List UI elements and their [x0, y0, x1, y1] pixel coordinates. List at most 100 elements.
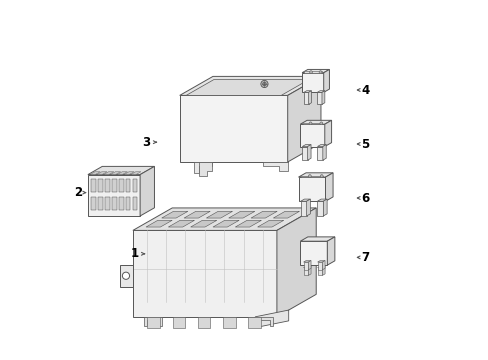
Polygon shape [300, 124, 324, 147]
Polygon shape [302, 69, 329, 73]
Circle shape [260, 80, 267, 87]
FancyArrowPatch shape [357, 143, 359, 145]
Polygon shape [317, 199, 326, 201]
Polygon shape [179, 76, 320, 95]
Polygon shape [133, 230, 276, 317]
Bar [247, 317, 260, 328]
Polygon shape [300, 199, 310, 201]
Polygon shape [322, 145, 325, 160]
Bar [119, 197, 123, 210]
Bar [147, 317, 160, 328]
Polygon shape [90, 172, 100, 175]
Polygon shape [212, 220, 239, 227]
Polygon shape [120, 265, 133, 287]
Polygon shape [303, 93, 308, 104]
Text: 2: 2 [74, 186, 82, 199]
Polygon shape [304, 71, 321, 73]
Bar [132, 197, 137, 210]
Polygon shape [287, 76, 320, 162]
Polygon shape [140, 166, 154, 216]
Circle shape [308, 122, 311, 125]
Circle shape [320, 175, 323, 177]
Polygon shape [302, 123, 322, 124]
Polygon shape [302, 145, 310, 147]
Bar [91, 197, 96, 210]
Polygon shape [143, 317, 162, 326]
Polygon shape [307, 145, 310, 160]
Bar [91, 179, 96, 192]
Polygon shape [317, 266, 325, 268]
Polygon shape [228, 211, 254, 218]
Polygon shape [317, 201, 323, 216]
Bar [119, 179, 123, 192]
Polygon shape [88, 166, 154, 175]
Polygon shape [88, 175, 140, 216]
FancyArrowPatch shape [82, 191, 85, 194]
Polygon shape [97, 172, 107, 175]
Polygon shape [303, 268, 308, 275]
Circle shape [319, 122, 322, 125]
Bar [125, 179, 130, 192]
Polygon shape [123, 172, 134, 175]
Polygon shape [300, 237, 334, 241]
Polygon shape [110, 172, 121, 175]
Polygon shape [317, 268, 322, 275]
Polygon shape [199, 162, 212, 176]
Polygon shape [323, 199, 326, 216]
Text: 4: 4 [360, 84, 368, 96]
Polygon shape [300, 120, 331, 124]
Polygon shape [276, 208, 316, 317]
Polygon shape [308, 266, 310, 275]
Circle shape [319, 71, 321, 73]
Polygon shape [306, 199, 310, 216]
Polygon shape [162, 211, 187, 218]
Circle shape [308, 175, 311, 177]
Polygon shape [301, 176, 322, 177]
Polygon shape [257, 220, 283, 227]
Circle shape [309, 71, 312, 73]
Bar [112, 179, 117, 192]
Polygon shape [303, 91, 311, 93]
Polygon shape [186, 80, 308, 95]
Polygon shape [308, 91, 311, 104]
Polygon shape [255, 317, 273, 326]
Bar [197, 317, 210, 328]
Polygon shape [303, 266, 310, 268]
Polygon shape [168, 220, 194, 227]
FancyArrowPatch shape [357, 89, 359, 91]
Text: 7: 7 [360, 251, 368, 264]
Polygon shape [300, 241, 326, 265]
Bar [105, 197, 110, 210]
Polygon shape [298, 173, 332, 177]
Polygon shape [103, 172, 114, 175]
Polygon shape [183, 211, 210, 218]
Polygon shape [235, 220, 261, 227]
Polygon shape [130, 172, 141, 175]
Polygon shape [326, 237, 334, 265]
Polygon shape [308, 261, 310, 270]
Polygon shape [179, 95, 287, 162]
Polygon shape [194, 162, 212, 173]
Polygon shape [324, 120, 331, 147]
FancyArrowPatch shape [153, 141, 156, 144]
Bar [172, 317, 185, 328]
Polygon shape [317, 147, 322, 160]
Polygon shape [298, 177, 325, 201]
Text: 1: 1 [130, 247, 139, 260]
Polygon shape [317, 93, 321, 104]
Polygon shape [302, 147, 307, 160]
Circle shape [122, 272, 129, 279]
Polygon shape [273, 211, 299, 218]
Polygon shape [303, 262, 308, 270]
Text: 5: 5 [360, 138, 368, 150]
Polygon shape [146, 220, 172, 227]
Polygon shape [206, 211, 232, 218]
FancyArrowPatch shape [357, 197, 359, 199]
Bar [223, 317, 235, 328]
Polygon shape [321, 91, 324, 104]
Polygon shape [322, 261, 325, 270]
Polygon shape [322, 266, 325, 275]
Bar [105, 179, 110, 192]
Polygon shape [255, 310, 288, 328]
Polygon shape [317, 145, 325, 147]
